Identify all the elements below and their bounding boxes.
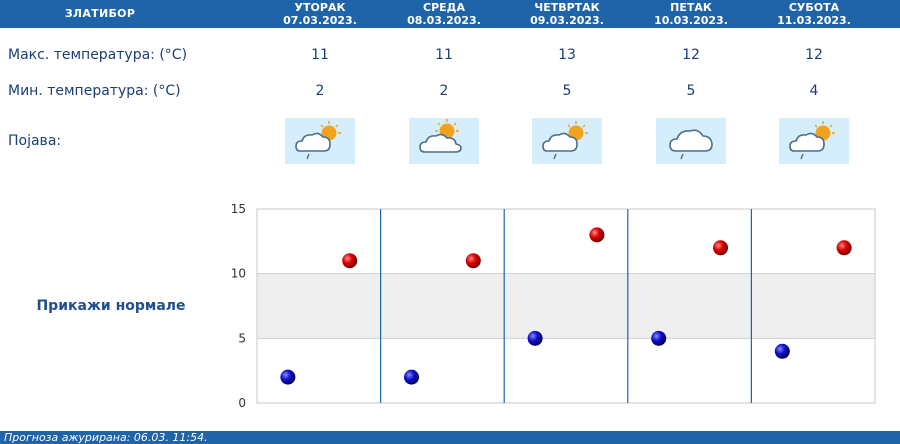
day-name: СУБОТА [788, 1, 840, 14]
y-tick-label: 5 [238, 331, 246, 345]
plot-frame [256, 208, 876, 404]
day-name: ПЕТАК [670, 1, 712, 14]
station-name: ЗЛАТИБОР [64, 7, 136, 20]
day-name: УТОРАК [294, 1, 346, 14]
y-tick-label: 0 [238, 396, 246, 410]
day-date: 10.03.2023. [654, 14, 728, 27]
sun-cloud-icon [409, 118, 479, 164]
max-temp-value: 13 [558, 47, 576, 63]
day-header: СУБОТА 11.03.2023. [752, 1, 876, 27]
max-temp-value: 11 [311, 47, 329, 63]
max-temp-value: 12 [805, 47, 823, 63]
max-temp-label: Макс. температура: (°C) [8, 47, 188, 63]
day-date: 09.03.2023. [530, 14, 604, 27]
update-footer: Прогноза ажурирана: 06.03. 11:54. [0, 431, 900, 444]
max-temp-value: 12 [682, 47, 700, 63]
max-temp-point [342, 253, 358, 269]
min-temp-point [404, 369, 419, 385]
y-tick-label: 15 [231, 202, 246, 216]
show-normals-link[interactable]: Прикажи нормале [36, 298, 186, 314]
weather-label: Појава: [8, 133, 62, 149]
min-temp-value: 5 [686, 83, 696, 99]
min-temp-value: 2 [439, 83, 449, 99]
min-temp-point [527, 330, 543, 346]
day-name: СРЕДА [423, 1, 465, 14]
min-temp-point [774, 343, 790, 359]
day-header: ЧЕТВРТАК 09.03.2023. [505, 1, 629, 27]
day-date: 11.03.2023. [777, 14, 851, 27]
sun-cloud-rain-icon [779, 118, 849, 164]
day-header: УТОРАК 07.03.2023. [258, 1, 382, 27]
sun-cloud-rain-icon [532, 118, 602, 164]
min-temp-point [280, 369, 296, 385]
min-temp-label: Мин. температура: (°C) [8, 83, 181, 99]
max-temp-point [836, 240, 852, 256]
max-temp-point [713, 240, 728, 256]
day-header: ПЕТАК 10.03.2023. [629, 1, 753, 27]
forecast-header: ЗЛАТИБОР УТОРАК 07.03.2023. СРЕДА 08.03.… [0, 0, 900, 28]
min-temp-point [651, 330, 667, 346]
min-temp-value: 4 [809, 83, 819, 99]
max-temp-value: 11 [435, 47, 453, 63]
day-header: СРЕДА 08.03.2023. [382, 1, 506, 27]
sun-cloud-rain-icon [285, 118, 355, 164]
min-temp-value: 2 [315, 83, 325, 99]
min-temp-value: 5 [562, 83, 572, 99]
y-tick-label: 10 [231, 267, 246, 281]
day-date: 08.03.2023. [407, 14, 481, 27]
max-temp-point [465, 253, 481, 269]
update-time: Прогноза ажурирана: 06.03. 11:54. [4, 431, 208, 444]
normal-range-band [257, 273, 875, 339]
day-name: ЧЕТВРТАК [534, 1, 600, 14]
max-temp-point [589, 227, 605, 243]
cloud-rain-icon [656, 118, 726, 164]
day-date: 07.03.2023. [283, 14, 357, 27]
